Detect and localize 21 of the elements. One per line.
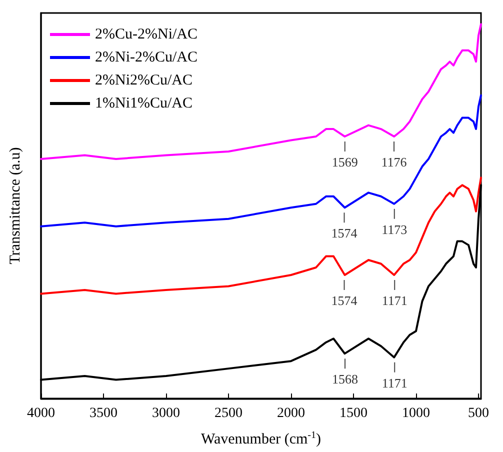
x-tick-label: 2000 [277, 406, 305, 421]
annotation: 1574 [331, 292, 358, 308]
x-tick-label: 500 [468, 406, 489, 421]
y-axis-title: Transmittance (a.u) [8, 147, 24, 264]
annotation: 1574 [331, 226, 358, 241]
x-tick-label: 1500 [340, 406, 368, 421]
legend-label: 2%Ni2%Cu/AC [95, 72, 192, 88]
x-tick-label: 4000 [27, 406, 55, 421]
legend-label: 2%Cu-2%Ni/AC [95, 26, 198, 42]
x-tick-label: 3500 [90, 406, 118, 421]
annotation: 1173 [382, 222, 408, 237]
x-tick-label: 2500 [214, 406, 242, 421]
x-tick-label: 1000 [402, 406, 430, 421]
annotation: 1569 [332, 154, 358, 170]
annotation: 1176 [381, 154, 408, 170]
legend-label: 1%Ni1%Cu/AC [95, 96, 192, 112]
x-tick-label: 3000 [152, 406, 180, 421]
annotation: 1568 [332, 372, 358, 387]
annotation: 1171 [382, 375, 408, 390]
legend-label: 2%Ni-2%Cu/AC [95, 50, 198, 66]
annotation: 1171 [382, 292, 408, 308]
